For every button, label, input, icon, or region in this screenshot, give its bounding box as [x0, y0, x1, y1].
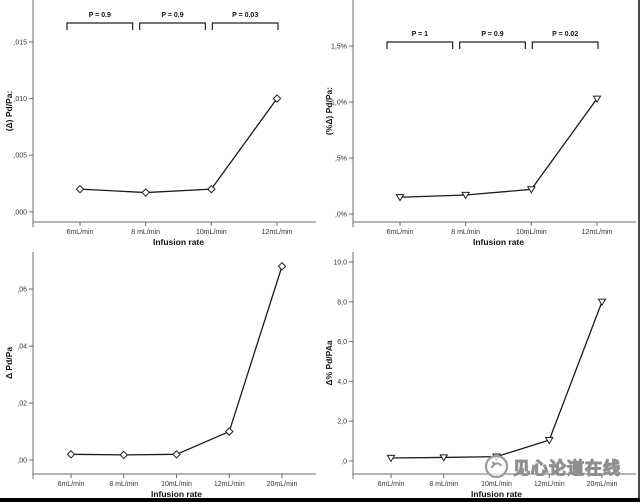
data-line [390, 301, 603, 459]
p-value-label: P = 0.9 [89, 12, 111, 19]
y-tick-label: ,04 [17, 344, 27, 351]
y-tick-label: ,0 [341, 459, 347, 466]
y-tick-label: 6,0 [337, 339, 347, 346]
data-point-marker [119, 450, 129, 460]
chart-svg-pct-delta-pdpa: ,0% ,5% 1,0% 1,5% 6mL/min 8 mL/min 10mL/min 12m… [324, 0, 636, 247]
y-axis-title: Δ Pd/Pa [4, 347, 14, 379]
figure-right-border [638, 0, 640, 498]
p-value-bracket [531, 41, 599, 49]
x-tick-label: 8 mL/min [451, 229, 480, 236]
figure-bottom-border [0, 498, 640, 502]
chart-panel-delta-pdpa-5rates: ,00 ,02 ,04 ,06 6mL/min 8 mL/min 10mL/min 12mL/… [0, 252, 320, 504]
data-point-marker [172, 450, 181, 459]
x-tick-label: 12mL/min [262, 229, 293, 236]
y-tick-label: ,010 [13, 96, 27, 103]
y-axis-title: (%Δ) Pd/Pa: [324, 87, 334, 135]
y-tick-label: ,06 [17, 287, 27, 294]
p-value-bracket [459, 41, 526, 49]
chart-panel-pct-delta-pdpaa-5rates: ,0 2,0 4,0 6,0 8,0 10,0 6mL/min 8 mL/min 10mL/mi… [320, 252, 640, 504]
data-line [399, 98, 598, 198]
data-point-marker [597, 298, 607, 307]
data-point-marker [207, 184, 216, 194]
x-axis-title: Infusion rate [471, 489, 522, 499]
chart-panel-pct-delta-pdpa: ,0% ,5% 1,0% 1,5% 6mL/min 8 mL/min 10mL/min 12m… [320, 0, 640, 252]
y-tick-label: ,000 [13, 209, 27, 216]
data-point-marker [592, 95, 602, 104]
y-tick-label: 8,0 [337, 299, 347, 306]
x-tick-label: 20mL/min [267, 481, 298, 488]
p-value-bracket [211, 22, 279, 30]
x-tick-label: 6mL/min [67, 229, 94, 236]
x-axis-title: Infusion rate [473, 237, 524, 247]
p-value-bracket [66, 22, 134, 30]
x-tick-label: 10mL/min [161, 481, 192, 488]
chart-panel-delta-pdpa: ,000 ,005 ,010 ,015 6mL/min 8 mL/min 10mL/min 1… [0, 0, 320, 252]
chart-svg-pct-delta-pdpaa-5rates: ,0 2,0 4,0 6,0 8,0 10,0 6mL/min 8 mL/min 10mL/mi… [324, 252, 636, 499]
x-tick-label: 12mL/min [582, 229, 613, 236]
data-line [70, 266, 283, 456]
p-value-label: P = 0.9 [481, 31, 503, 38]
x-axis-title: Infusion rate [153, 237, 204, 247]
data-point-marker [141, 188, 150, 197]
y-tick-label: ,00 [17, 458, 27, 465]
p-value-label: P = 0.02 [552, 31, 578, 38]
data-point-marker [66, 450, 76, 459]
data-point-marker [526, 186, 536, 194]
x-tick-label: 8 mL/min [131, 229, 160, 236]
chart-svg-delta-pdpa-5rates: ,00 ,02 ,04 ,06 6mL/min 8 mL/min 10mL/min 12mL/… [4, 252, 316, 499]
x-tick-label: 12mL/min [214, 481, 245, 488]
data-point-marker [439, 454, 449, 462]
data-point-marker [461, 191, 471, 200]
x-tick-label: 8 mL/min [429, 481, 458, 488]
p-value-bracket [386, 41, 454, 49]
x-tick-label: 6mL/min [58, 481, 85, 488]
data-point-marker [395, 194, 405, 202]
data-point-marker [277, 261, 287, 271]
x-tick-label: 20mL/min [587, 481, 618, 488]
x-tick-label: 10mL/min [516, 229, 547, 236]
y-tick-label: ,005 [13, 153, 27, 160]
y-tick-label: ,015 [13, 39, 27, 46]
p-value-label: P = 1 [412, 31, 429, 38]
data-point-marker [75, 184, 85, 194]
y-tick-label: 1,5% [331, 44, 347, 51]
x-tick-label: 12mL/min [534, 481, 565, 488]
y-tick-label: ,5% [335, 156, 347, 163]
p-value-bracket [139, 22, 206, 30]
x-tick-label: 10mL/min [196, 229, 227, 236]
y-tick-label: 2,0 [337, 419, 347, 426]
chart-svg-delta-pdpa: ,000 ,005 ,010 ,015 6mL/min 8 mL/min 10mL/min 1… [4, 0, 316, 247]
y-tick-label: 1,0% [331, 100, 347, 107]
x-tick-label: 6mL/min [387, 229, 414, 236]
y-tick-label: 4,0 [337, 379, 347, 386]
x-tick-label: 10mL/min [481, 481, 512, 488]
data-point-marker [386, 454, 396, 463]
p-value-label: P = 0.03 [232, 12, 258, 19]
y-axis-title: Δ% Pd/PAa [324, 340, 334, 385]
x-axis-title: Infusion rate [151, 489, 202, 499]
p-value-label: P = 0.9 [161, 12, 183, 19]
data-line [79, 98, 278, 194]
y-tick-label: ,02 [17, 401, 27, 408]
y-axis-title: (Δ) Pd/Pa: [4, 91, 14, 132]
y-tick-label: 10,0 [333, 259, 347, 266]
data-point-marker [544, 437, 554, 445]
x-tick-label: 8 mL/min [109, 481, 138, 488]
data-point-marker [272, 94, 282, 103]
data-point-marker [224, 427, 234, 436]
x-tick-label: 6mL/min [378, 481, 405, 488]
y-tick-label: ,0% [335, 212, 347, 219]
